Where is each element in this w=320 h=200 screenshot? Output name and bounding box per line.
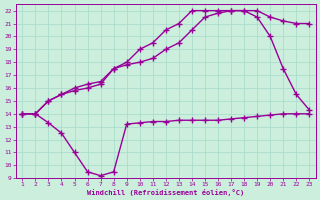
X-axis label: Windchill (Refroidissement éolien,°C): Windchill (Refroidissement éolien,°C)	[87, 189, 244, 196]
